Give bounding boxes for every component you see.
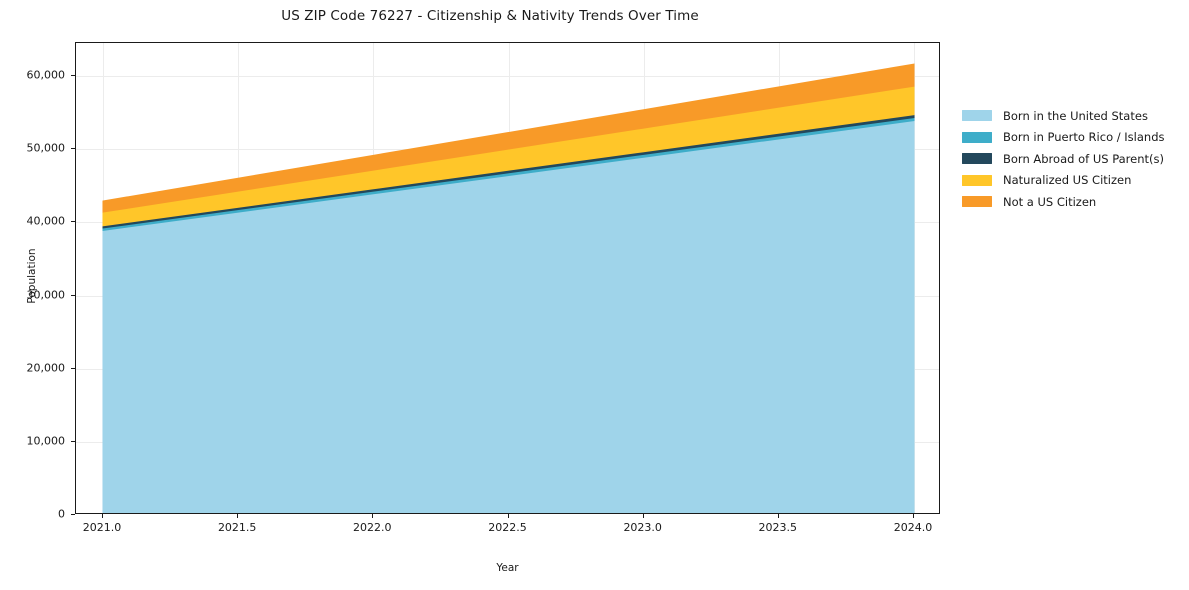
legend-item[interactable]: Naturalized US Citizen	[962, 170, 1165, 192]
x-axis-label: Year	[496, 562, 519, 574]
legend-item[interactable]: Born in the United States	[962, 105, 1165, 127]
y-axis-tick-mark	[71, 74, 75, 76]
legend: Born in the United States Born in Puerto …	[962, 105, 1165, 213]
y-axis-tick-label: 50,000	[26, 141, 66, 155]
legend-item-label: Naturalized US Citizen	[1003, 173, 1132, 188]
x-axis-tick-label: 2021.0	[82, 521, 122, 534]
y-axis-tick-mark	[71, 367, 75, 369]
x-axis-tick-mark	[372, 514, 374, 518]
gridline-horizontal	[76, 75, 939, 77]
legend-item[interactable]: Not a US Citizen	[962, 191, 1165, 213]
x-axis-tick-label: 2022.0	[353, 521, 392, 534]
y-axis-tick-label: 40,000	[26, 214, 66, 228]
x-axis-tick-label: 2024.0	[893, 521, 933, 534]
legend-color-swatch	[962, 153, 992, 165]
x-axis-tick-mark	[237, 514, 239, 518]
legend-color-swatch	[962, 196, 992, 208]
area-band	[102, 119, 915, 513]
x-axis-tick-label: 2021.5	[217, 521, 257, 534]
x-axis-tick-label: 2023.0	[623, 521, 662, 534]
y-axis-tick-label: 0	[58, 507, 65, 521]
legend-item-label: Not a US Citizen	[1003, 194, 1097, 209]
area-band	[102, 63, 915, 213]
stacked-area-series	[102, 63, 915, 513]
y-axis-tick-mark	[71, 294, 75, 296]
x-axis-tick-label: 2023.5	[758, 521, 798, 534]
legend-color-swatch	[962, 110, 992, 122]
chart-title: US ZIP Code 76227 - Citizenship & Nativi…	[281, 8, 699, 24]
x-axis-tick-mark	[913, 514, 914, 518]
legend-item[interactable]: Born in Puerto Rico / Islands	[962, 127, 1165, 149]
y-axis-tick-label: 60,000	[26, 68, 66, 82]
y-axis-tick-mark	[71, 514, 75, 515]
x-axis-tick-label: 2022.5	[488, 521, 527, 534]
legend-color-swatch	[962, 174, 992, 186]
legend-item-label: Born in Puerto Rico / Islands	[1003, 130, 1165, 145]
y-axis-label: Population	[26, 248, 38, 304]
y-axis-tick-mark	[71, 148, 75, 150]
y-axis-tick-mark	[71, 221, 75, 223]
legend-color-swatch	[962, 131, 992, 143]
y-axis-tick-label: 30,000	[26, 288, 66, 301]
legend-item-label: Born in the United States	[1003, 108, 1148, 123]
y-axis-tick-label: 10,000	[26, 434, 66, 448]
x-axis-tick-mark	[777, 514, 779, 518]
x-axis-tick-mark	[642, 514, 644, 518]
legend-item[interactable]: Born Abroad of US Parent(s)	[962, 148, 1165, 170]
y-axis-tick-label: 20,000	[26, 361, 66, 375]
x-axis-tick-mark	[507, 514, 509, 518]
legend-item-label: Born Abroad of US Parent(s)	[1003, 151, 1164, 166]
plot-clip	[76, 43, 939, 513]
plot-area	[75, 42, 940, 514]
y-axis-tick-mark	[71, 440, 75, 442]
x-axis-tick-mark	[102, 514, 103, 518]
